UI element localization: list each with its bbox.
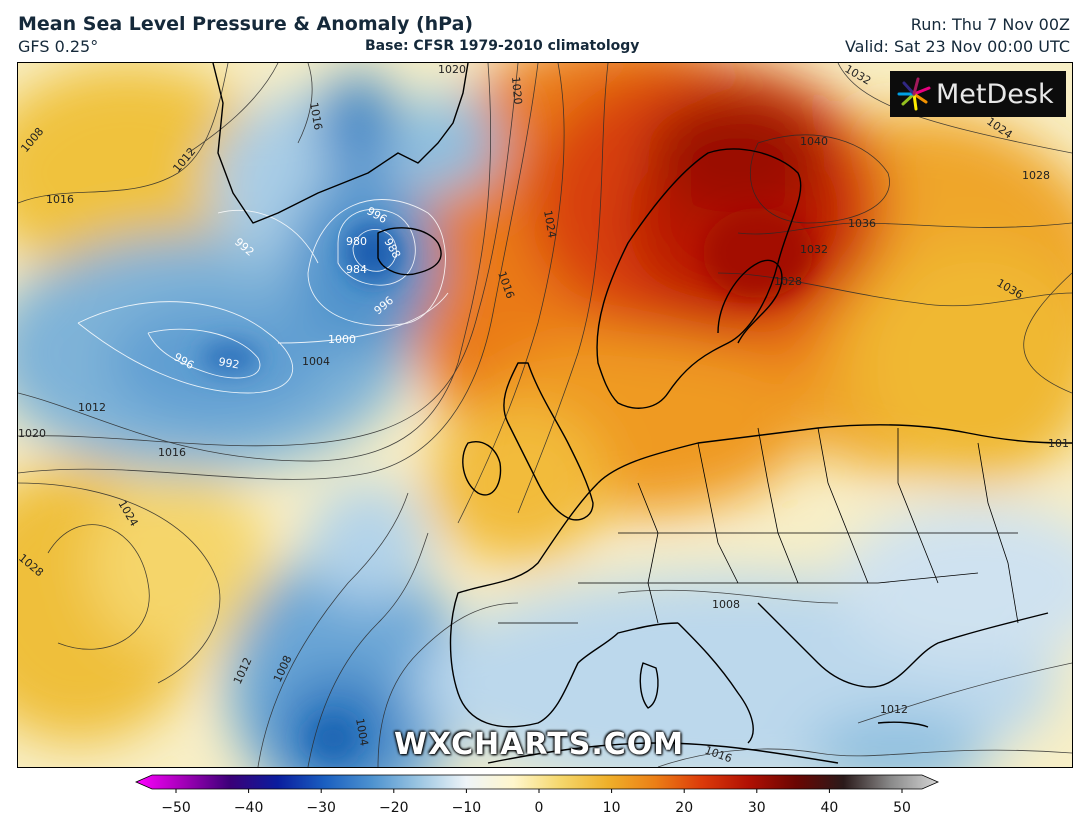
isobar-label: 1004: [353, 717, 371, 747]
chart-title: Mean Sea Level Pressure & Anomaly (hPa): [18, 13, 474, 35]
isobar-label: 1012: [880, 703, 908, 716]
italy-coast: [677, 622, 754, 744]
pressure-anomaly-map: 1016 1016 1016 1016 1016 1012 1012 1012 …: [17, 62, 1073, 768]
isobar-label: 1036: [848, 217, 876, 230]
isobar-label: 1008: [712, 598, 740, 611]
colorbar-tick-label: −40: [234, 800, 264, 816]
sardinia-coast: [639, 662, 659, 709]
base-climatology-label: Base: CFSR 1979-2010 climatology: [365, 38, 640, 54]
colorbar-tick-label: 30: [748, 800, 766, 816]
isobar-lines: [18, 63, 1072, 767]
colorbar-tick-label: −10: [452, 800, 482, 816]
isobar-label: 1016: [307, 101, 325, 131]
iceland-coast: [377, 227, 442, 276]
isobar-label: 1020: [18, 427, 46, 440]
isobar-label: 1000: [328, 333, 356, 346]
colorbar-ramp: [135, 774, 939, 790]
balkans-coast: [757, 602, 1049, 688]
gulf-bothnia: [717, 259, 783, 344]
anomaly-colorbar: −50 −40 −30 −20 −10 0 10 20 30 40 50: [132, 774, 942, 824]
colorbar-tick-label: −50: [161, 800, 191, 816]
colorbar-tick-label: −20: [379, 800, 409, 816]
isobar-lines-white: [77, 199, 449, 394]
model-label: GFS 0.25°: [18, 37, 99, 56]
isobar-label: 1004: [302, 355, 330, 368]
great-britain-coast: [503, 362, 594, 521]
country-borders: [498, 427, 1019, 624]
colorbar-tick-label: 20: [675, 800, 693, 816]
isobar-label: 1032: [800, 243, 828, 256]
isobar-label: 984: [346, 263, 367, 276]
metdesk-burst-icon: [897, 77, 931, 111]
isobar-label: 101: [1048, 437, 1069, 450]
isobar-label: 1016: [158, 446, 186, 459]
run-label: Run: Thu 7 Nov 00Z: [910, 15, 1070, 34]
isobar-label: 1024: [541, 209, 559, 239]
isobar-label: 1012: [78, 401, 106, 414]
isobar-label: 1016: [46, 193, 74, 206]
isobar-label: 1028: [774, 275, 802, 288]
scandinavia-coast: [596, 148, 802, 409]
colorbar-tick-label: −30: [306, 800, 336, 816]
isobar-label: 1028: [1022, 169, 1050, 182]
france-iberia-coast: [449, 482, 679, 728]
isobar-label: 1040: [800, 135, 828, 148]
ireland-coast: [462, 441, 502, 496]
colorbar-tick-label: 0: [535, 800, 544, 816]
colorbar-tick-label: 40: [820, 800, 838, 816]
isobar-label: 992: [217, 355, 240, 371]
valid-time-label: Valid: Sat 23 Nov 00:00 UTC: [844, 37, 1070, 56]
colorbar-tick-label: 50: [893, 800, 911, 816]
greenland-coast: [212, 63, 469, 224]
isobar-label: 1020: [509, 76, 524, 105]
north-africa-coast: [487, 742, 839, 764]
crete-coast: [877, 721, 929, 728]
colorbar-tick-label: 10: [603, 800, 621, 816]
isobar-label: 980: [346, 235, 367, 248]
wxcharts-watermark: WXCHARTS.COM: [394, 727, 685, 762]
metdesk-logo: MetDesk: [890, 71, 1066, 117]
metdesk-logo-text: MetDesk: [936, 78, 1054, 110]
isobar-label: 1020: [438, 63, 466, 76]
